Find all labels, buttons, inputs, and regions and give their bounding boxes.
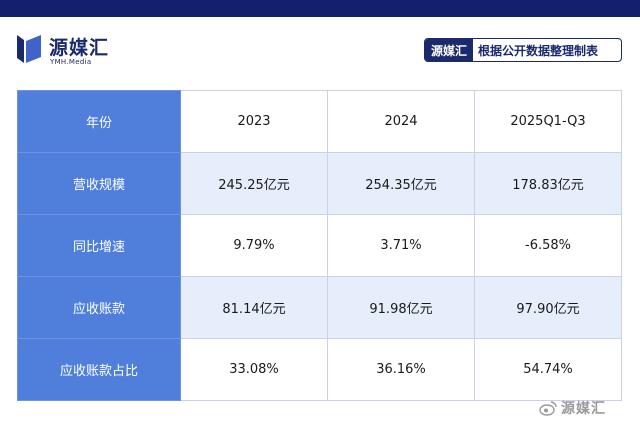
table-cell: 33.08% [180,338,328,401]
row-header: 应收账款占比 [17,338,181,401]
table-cell: 81.14亿元 [180,276,328,339]
watermark: 源媒汇 [539,398,634,418]
logo-mark-icon [17,35,41,63]
table-cell: 178.83亿元 [474,152,622,215]
table-cell: 2025Q1-Q3 [474,90,622,153]
table-row: 同比增速 9.79% 3.71% -6.58% [17,214,622,277]
top-bar [0,0,640,17]
row-header: 年份 [17,90,181,153]
row-header: 应收账款 [17,276,181,339]
row-header: 同比增速 [17,214,181,277]
table-cell: 2023 [180,90,328,153]
table-cell: 9.79% [180,214,328,277]
logo-text-en: YMH.Media [50,58,92,66]
watermark-text: 源媒汇 [561,401,606,417]
table-cell: 254.35亿元 [327,152,475,215]
table-row: 营收规模 245.25亿元 254.35亿元 178.83亿元 [17,152,622,215]
table-cell: 36.16% [327,338,475,401]
weibo-icon [539,401,557,416]
table-cell: -6.58% [474,214,622,277]
badge-brand: 源媒汇 [425,39,474,61]
table-row: 应收账款 81.14亿元 91.98亿元 97.90亿元 [17,276,622,339]
source-badge: 源媒汇 根据公开数据整理制表 [424,38,622,62]
logo: 源媒汇 YMH.Media [17,33,127,67]
table-cell: 245.25亿元 [180,152,328,215]
row-header: 营收规模 [17,152,181,215]
table-cell: 97.90亿元 [474,276,622,339]
badge-note: 根据公开数据整理制表 [478,43,599,58]
table-row: 年份 2023 2024 2025Q1-Q3 [17,90,622,153]
table-row: 应收账款占比 33.08% 36.16% 54.74% [17,338,622,401]
table-cell: 2024 [327,90,475,153]
table-cell: 54.74% [474,338,622,401]
data-table: 年份 2023 2024 2025Q1-Q3 营收规模 245.25亿元 254… [17,90,622,401]
table-cell: 91.98亿元 [327,276,475,339]
table-cell: 3.71% [327,214,475,277]
logo-text-cn: 源媒汇 [49,37,110,59]
